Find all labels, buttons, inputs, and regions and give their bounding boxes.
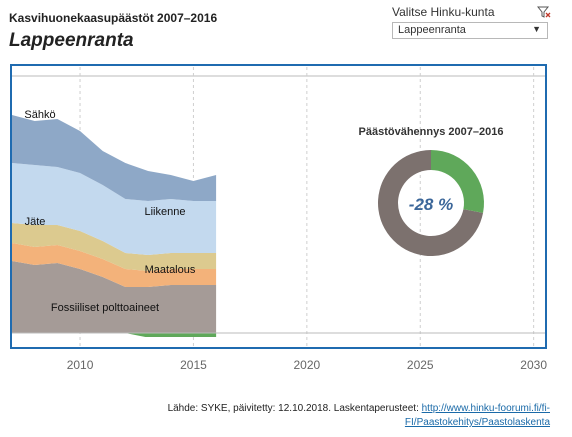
municipality-select-value: Lappeenranta	[398, 24, 466, 36]
x-tick-2020: 2020	[293, 358, 320, 372]
area-sähkö	[12, 115, 217, 201]
area-maatalous	[12, 243, 217, 287]
filter-label: Valitse Hinku-kunta	[392, 5, 495, 19]
source-link-2[interactable]: FI/Paastokehitys/Paastolaskenta	[404, 417, 550, 428]
source-note: Lähde: SYKE, päivitetty: 12.10.2018. Las…	[168, 402, 550, 430]
area-liikenne	[12, 163, 217, 255]
municipality-select[interactable]: Lappeenranta ▼	[392, 22, 548, 39]
donut-slice-remaining	[377, 150, 484, 256]
series-label-3: Maatalous	[145, 264, 196, 276]
municipality-title: Lappeenranta	[9, 30, 134, 51]
filter-clear-icon[interactable]	[537, 5, 551, 19]
series-label-0: Sähkö	[24, 109, 55, 121]
source-link-1[interactable]: http://www.hinku-foorumi.fi/fi-	[421, 403, 550, 414]
page-title: Kasvihuonekaasupäästöt 2007–2016	[9, 11, 218, 25]
donut-title: Päästövähennys 2007–2016	[359, 126, 504, 138]
x-tick-2025: 2025	[407, 358, 434, 372]
area-negative	[125, 333, 217, 337]
series-label-4: Fossiiliset polttoaineet	[51, 302, 159, 314]
x-tick-2015: 2015	[180, 358, 207, 372]
x-tick-2030: 2030	[520, 358, 547, 372]
donut-slice-reduction	[431, 150, 484, 213]
donut-center-label: -28 %	[409, 195, 453, 214]
chevron-down-icon: ▼	[532, 24, 541, 34]
area-jäte	[12, 223, 217, 271]
series-label-1: Jäte	[25, 216, 46, 228]
x-tick-2010: 2010	[67, 358, 94, 372]
area-fossiiliset-polttoaineet	[12, 261, 217, 333]
series-label-2: Liikenne	[145, 206, 186, 218]
source-text: Lähde: SYKE, päivitetty: 12.10.2018. Las…	[167, 403, 422, 414]
